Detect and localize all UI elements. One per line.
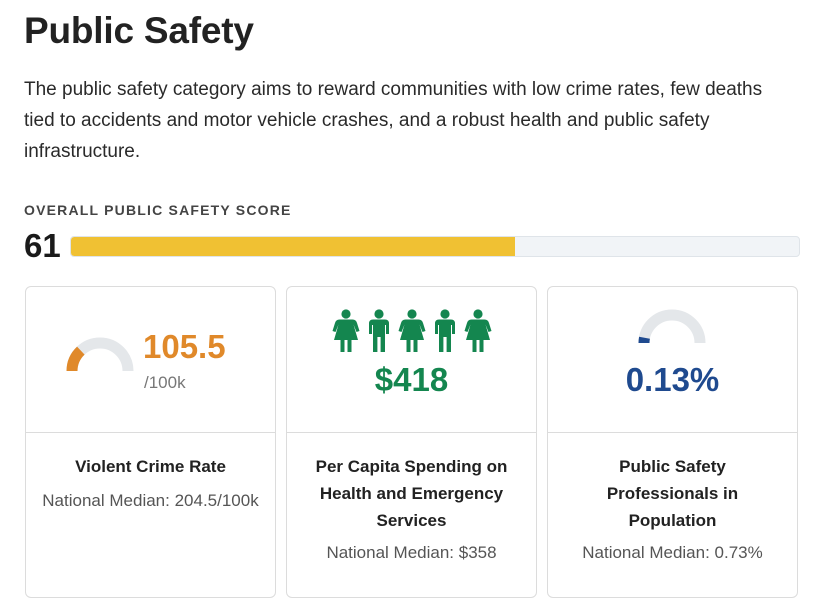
people-icons (331, 309, 493, 353)
overall-score-bar-fill (71, 237, 516, 256)
gauge-fill (638, 336, 650, 344)
metric-title: Public Safety Professionals in Populatio… (606, 457, 739, 530)
metric-card-public-safety-professionals: 0.13% Public Safety Professionals in Pop… (547, 286, 798, 598)
metric-title: Violent Crime Rate (75, 457, 226, 476)
semicircle-gauge-icon (638, 309, 706, 344)
semicircle-gauge-icon (66, 337, 134, 372)
violent-crime-value: 105.5 (143, 328, 226, 365)
person-male-icon (435, 309, 455, 352)
person-female-icon (332, 309, 360, 352)
overall-score-value: 61 (24, 227, 61, 264)
gauge-fill (66, 346, 85, 372)
national-median: National Median: $358 (326, 543, 497, 562)
metric-card-details: Public Safety Professionals in Populatio… (548, 433, 797, 567)
person-female-icon (464, 309, 492, 352)
page-title: Public Safety (24, 10, 254, 51)
metric-card-details: Per Capita Spending on Health and Emerge… (287, 433, 536, 567)
overall-score-row: 61 (24, 227, 800, 265)
metric-card-visual: 105.5 /100k (26, 287, 275, 433)
metric-card-visual: 0.13% (548, 287, 797, 433)
violent-crime-unit: /100k (144, 373, 186, 392)
person-female-icon (398, 309, 426, 352)
overall-score-bar (70, 236, 800, 257)
public-safety-professionals-value: 0.13% (625, 361, 720, 398)
gauge-track (638, 309, 706, 344)
metric-title: Per Capita Spending on Health and Emerge… (315, 457, 508, 530)
metric-card-violent-crime: 105.5 /100k Violent Crime Rate National … (25, 286, 276, 598)
national-median: National Median: 204.5/100k (42, 491, 259, 510)
per-capita-spending-value: $418 (374, 361, 449, 398)
overall-score-label: OVERALL PUBLIC SAFETY SCORE (24, 202, 292, 218)
person-male-icon (369, 309, 389, 352)
national-median: National Median: 0.73% (582, 543, 763, 562)
metric-card-per-capita-spending: $418 Per Capita Spending on Health and E… (286, 286, 537, 598)
metric-card-visual: $418 (287, 287, 536, 433)
category-description: The public safety category aims to rewar… (24, 79, 763, 162)
metric-card-details: Violent Crime Rate National Median: 204.… (26, 433, 275, 515)
